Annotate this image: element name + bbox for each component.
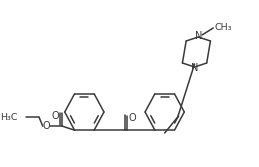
Text: O: O [42,121,50,131]
Text: N: N [195,31,202,41]
Text: CH₃: CH₃ [215,23,232,32]
Text: O: O [51,111,59,121]
Text: N: N [191,63,198,73]
Text: O: O [128,113,136,123]
Text: H₃C: H₃C [0,113,18,122]
